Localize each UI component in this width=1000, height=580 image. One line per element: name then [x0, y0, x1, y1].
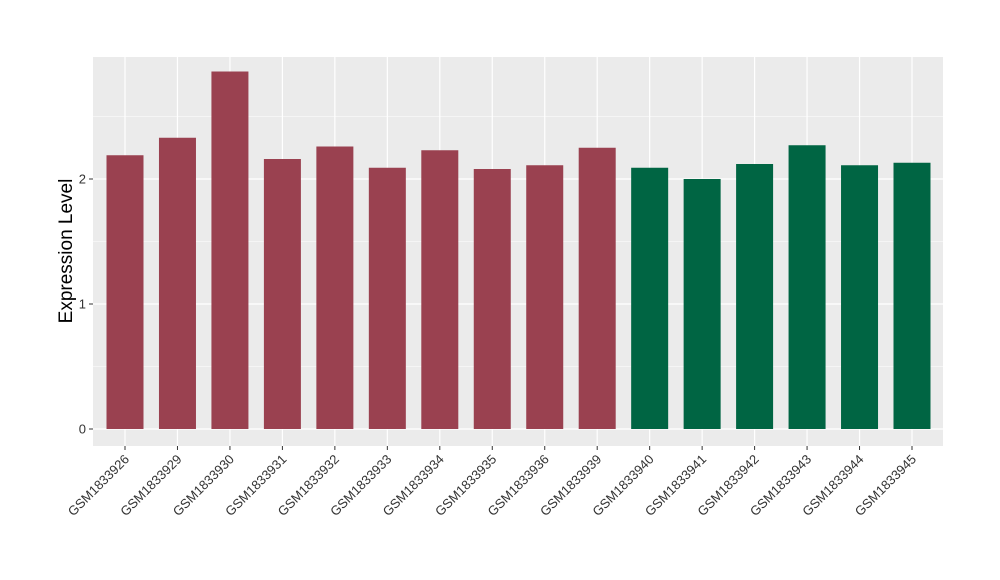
bar-GSM1833942: [736, 164, 774, 429]
y-axis: 0 1 2: [79, 172, 93, 437]
bar-GSM1833943: [788, 145, 826, 429]
bar-GSM1833935: [473, 169, 511, 429]
x-axis: GSM1833926GSM1833929GSM1833930GSM1833931…: [65, 446, 919, 519]
bar-GSM1833926: [106, 155, 144, 429]
y-tick-label: 1: [79, 297, 86, 312]
bar-GSM1833945: [893, 162, 931, 429]
bar-GSM1833940: [631, 167, 669, 429]
y-tick-label: 0: [79, 422, 86, 437]
bar-GSM1833929: [158, 137, 196, 429]
bar-GSM1833933: [368, 167, 406, 429]
bar-GSM1833931: [263, 159, 301, 429]
bar-GSM1833941: [683, 179, 721, 429]
bar-GSM1833944: [841, 165, 879, 429]
y-tick-label: 2: [79, 172, 86, 187]
bar-GSM1833936: [526, 165, 564, 429]
bar-GSM1833930: [211, 71, 249, 429]
y-axis-title: Expression Level: [56, 179, 77, 324]
bar-GSM1833932: [316, 146, 354, 429]
bar-GSM1833939: [578, 147, 616, 429]
bars: [106, 71, 931, 429]
bar-GSM1833934: [421, 150, 459, 429]
